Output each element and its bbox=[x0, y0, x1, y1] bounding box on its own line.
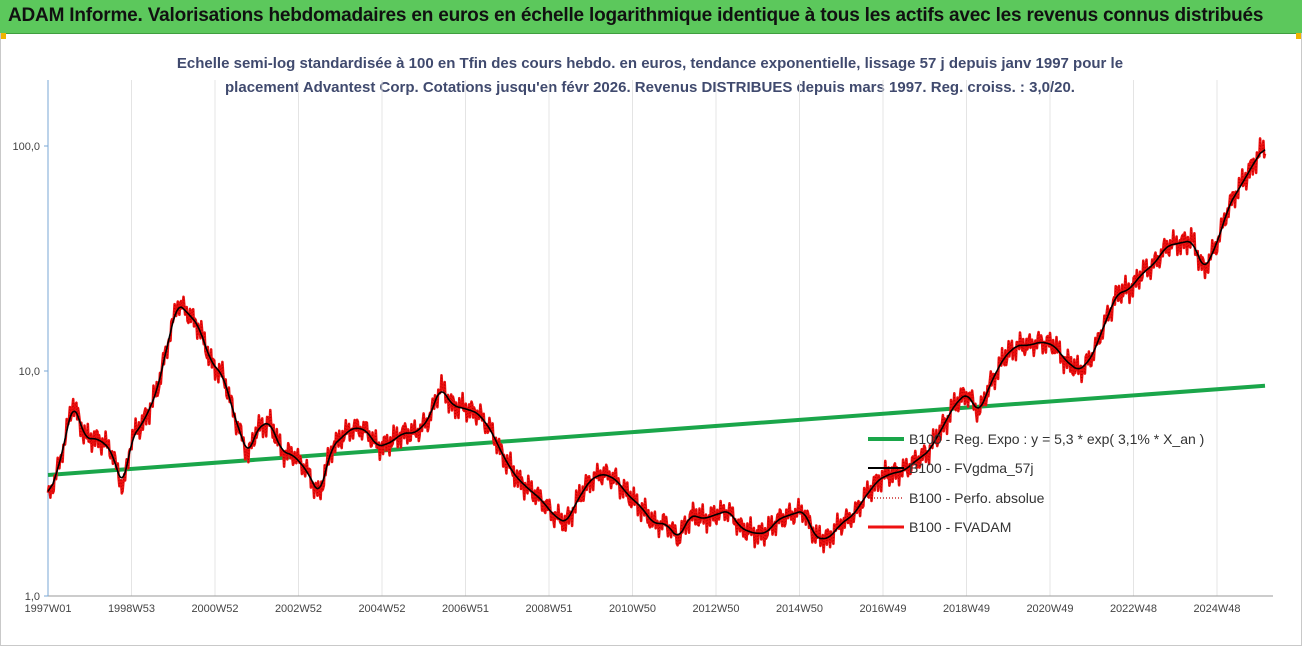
y-tick-label: 10,0 bbox=[19, 366, 40, 378]
x-tick-label: 2012W50 bbox=[692, 603, 739, 615]
legend-label: B100 - Reg. Expo : y = 5,3 * exp( 3,1% *… bbox=[909, 431, 1204, 447]
banner-corner-left bbox=[0, 33, 6, 39]
page-title: ADAM Informe. Valorisations hebdomadaire… bbox=[8, 5, 1264, 26]
series-layer bbox=[46, 137, 1267, 554]
x-tick-label: 1998W53 bbox=[108, 603, 155, 615]
smoothed-line bbox=[47, 149, 1266, 540]
fvadam-line bbox=[46, 137, 1267, 554]
grid-lines bbox=[130, 80, 1218, 596]
x-tick-label: 2024W48 bbox=[1193, 603, 1240, 615]
x-tick-label: 2018W49 bbox=[943, 603, 990, 615]
legend-label: B100 - Perfo. absolue bbox=[909, 490, 1045, 506]
legend: B100 - Reg. Expo : y = 5,3 * exp( 3,1% *… bbox=[868, 431, 1204, 535]
title-banner: ADAM Informe. Valorisations hebdomadaire… bbox=[0, 0, 1302, 34]
x-tick-label: 2020W49 bbox=[1026, 603, 1073, 615]
x-tick-label: 2000W52 bbox=[191, 603, 238, 615]
chart-subtitle-line1: Echelle semi-log standardisée à 100 en T… bbox=[176, 55, 1124, 72]
x-tick-label: 2016W49 bbox=[859, 603, 906, 615]
banner-corner-right bbox=[1296, 33, 1302, 39]
y-tick-label: 1,0 bbox=[25, 591, 40, 603]
x-tick-label: 1997W01 bbox=[24, 603, 71, 615]
axes: 1997W01 1998W53 2000W52 2002W52 2004W52 2006W… bbox=[12, 80, 1273, 615]
regression-line bbox=[47, 383, 1266, 477]
x-tick-label: 2004W52 bbox=[358, 603, 405, 615]
legend-label: B100 - FVgdma_57j bbox=[909, 460, 1034, 476]
x-tick-label: 2002W52 bbox=[275, 603, 322, 615]
x-tick-label: 2010W50 bbox=[609, 603, 656, 615]
chart-subtitle-line2: placement Advantest Corp. Cotations jusq… bbox=[225, 79, 1075, 96]
perfo-absolue-line bbox=[47, 138, 1266, 553]
x-tick-label: 2022W48 bbox=[1110, 603, 1157, 615]
y-tick-label: 100,0 bbox=[12, 141, 40, 153]
legend-label: B100 - FVADAM bbox=[909, 519, 1011, 535]
x-tick-label: 2006W51 bbox=[442, 603, 489, 615]
x-tick-label: 2008W51 bbox=[525, 603, 572, 615]
x-tick-label: 2014W50 bbox=[776, 603, 823, 615]
